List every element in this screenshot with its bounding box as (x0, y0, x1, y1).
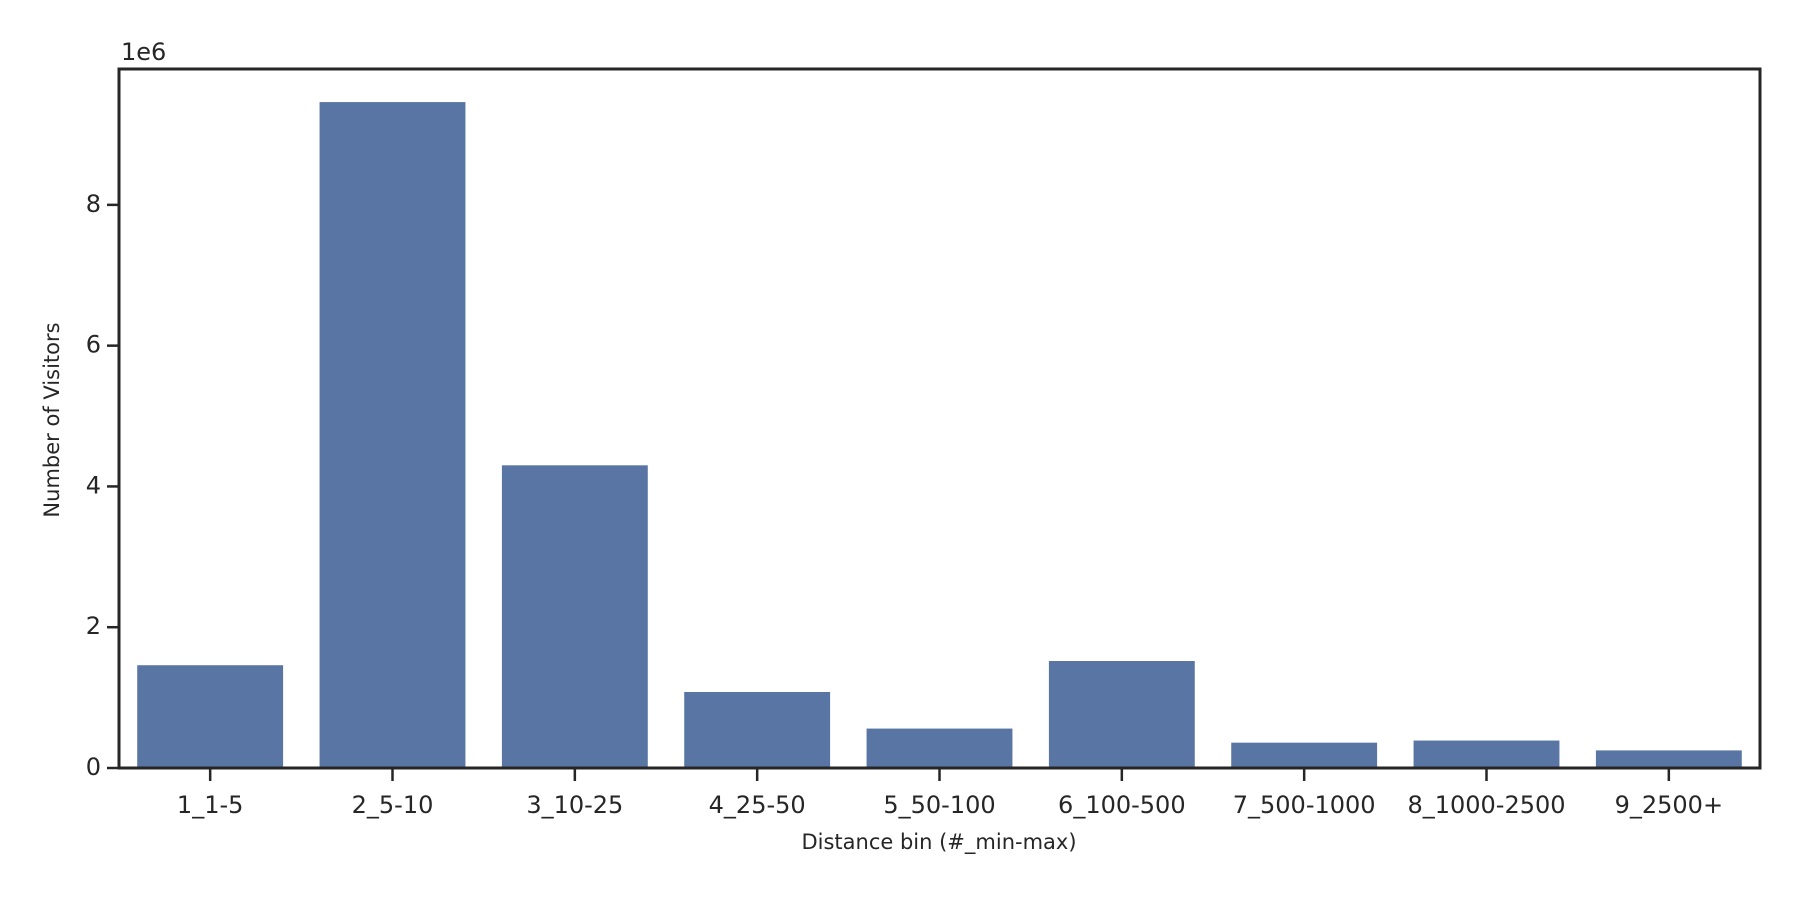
x-tick-label: 4_25-50 (709, 791, 806, 819)
x-axis-label: Distance bin (#_min-max) (801, 830, 1076, 855)
x-tick-label: 3_10-25 (526, 791, 623, 819)
bar (137, 665, 284, 768)
plot-frame (117, 67, 1762, 770)
x-tick-label: 1_1-5 (177, 791, 243, 819)
bar (684, 691, 831, 768)
y-tick-label: 6 (86, 331, 101, 359)
y-tick-label: 4 (86, 471, 101, 499)
bar (1595, 750, 1742, 768)
bar (1048, 661, 1195, 768)
y-tick-label: 2 (86, 612, 101, 640)
x-tick-label: 2_5-10 (352, 791, 434, 819)
x-tick-label: 5_50-100 (883, 791, 995, 819)
bar (1413, 740, 1560, 768)
bar (501, 465, 648, 768)
y-tick-label: 8 (86, 190, 101, 218)
y-tick-label: 0 (86, 753, 101, 781)
x-tick-label: 6_100-500 (1058, 791, 1186, 819)
y-offset-label: 1e6 (121, 38, 166, 66)
x-tick-label: 7_500-1000 (1233, 791, 1376, 819)
bar (319, 102, 466, 768)
bar (1231, 742, 1378, 768)
x-tick-label: 9_2500+ (1615, 791, 1723, 819)
bar (866, 728, 1013, 768)
x-tick-label: 8_1000-2500 (1407, 791, 1565, 819)
y-axis-label: Number of Visitors (40, 322, 64, 517)
